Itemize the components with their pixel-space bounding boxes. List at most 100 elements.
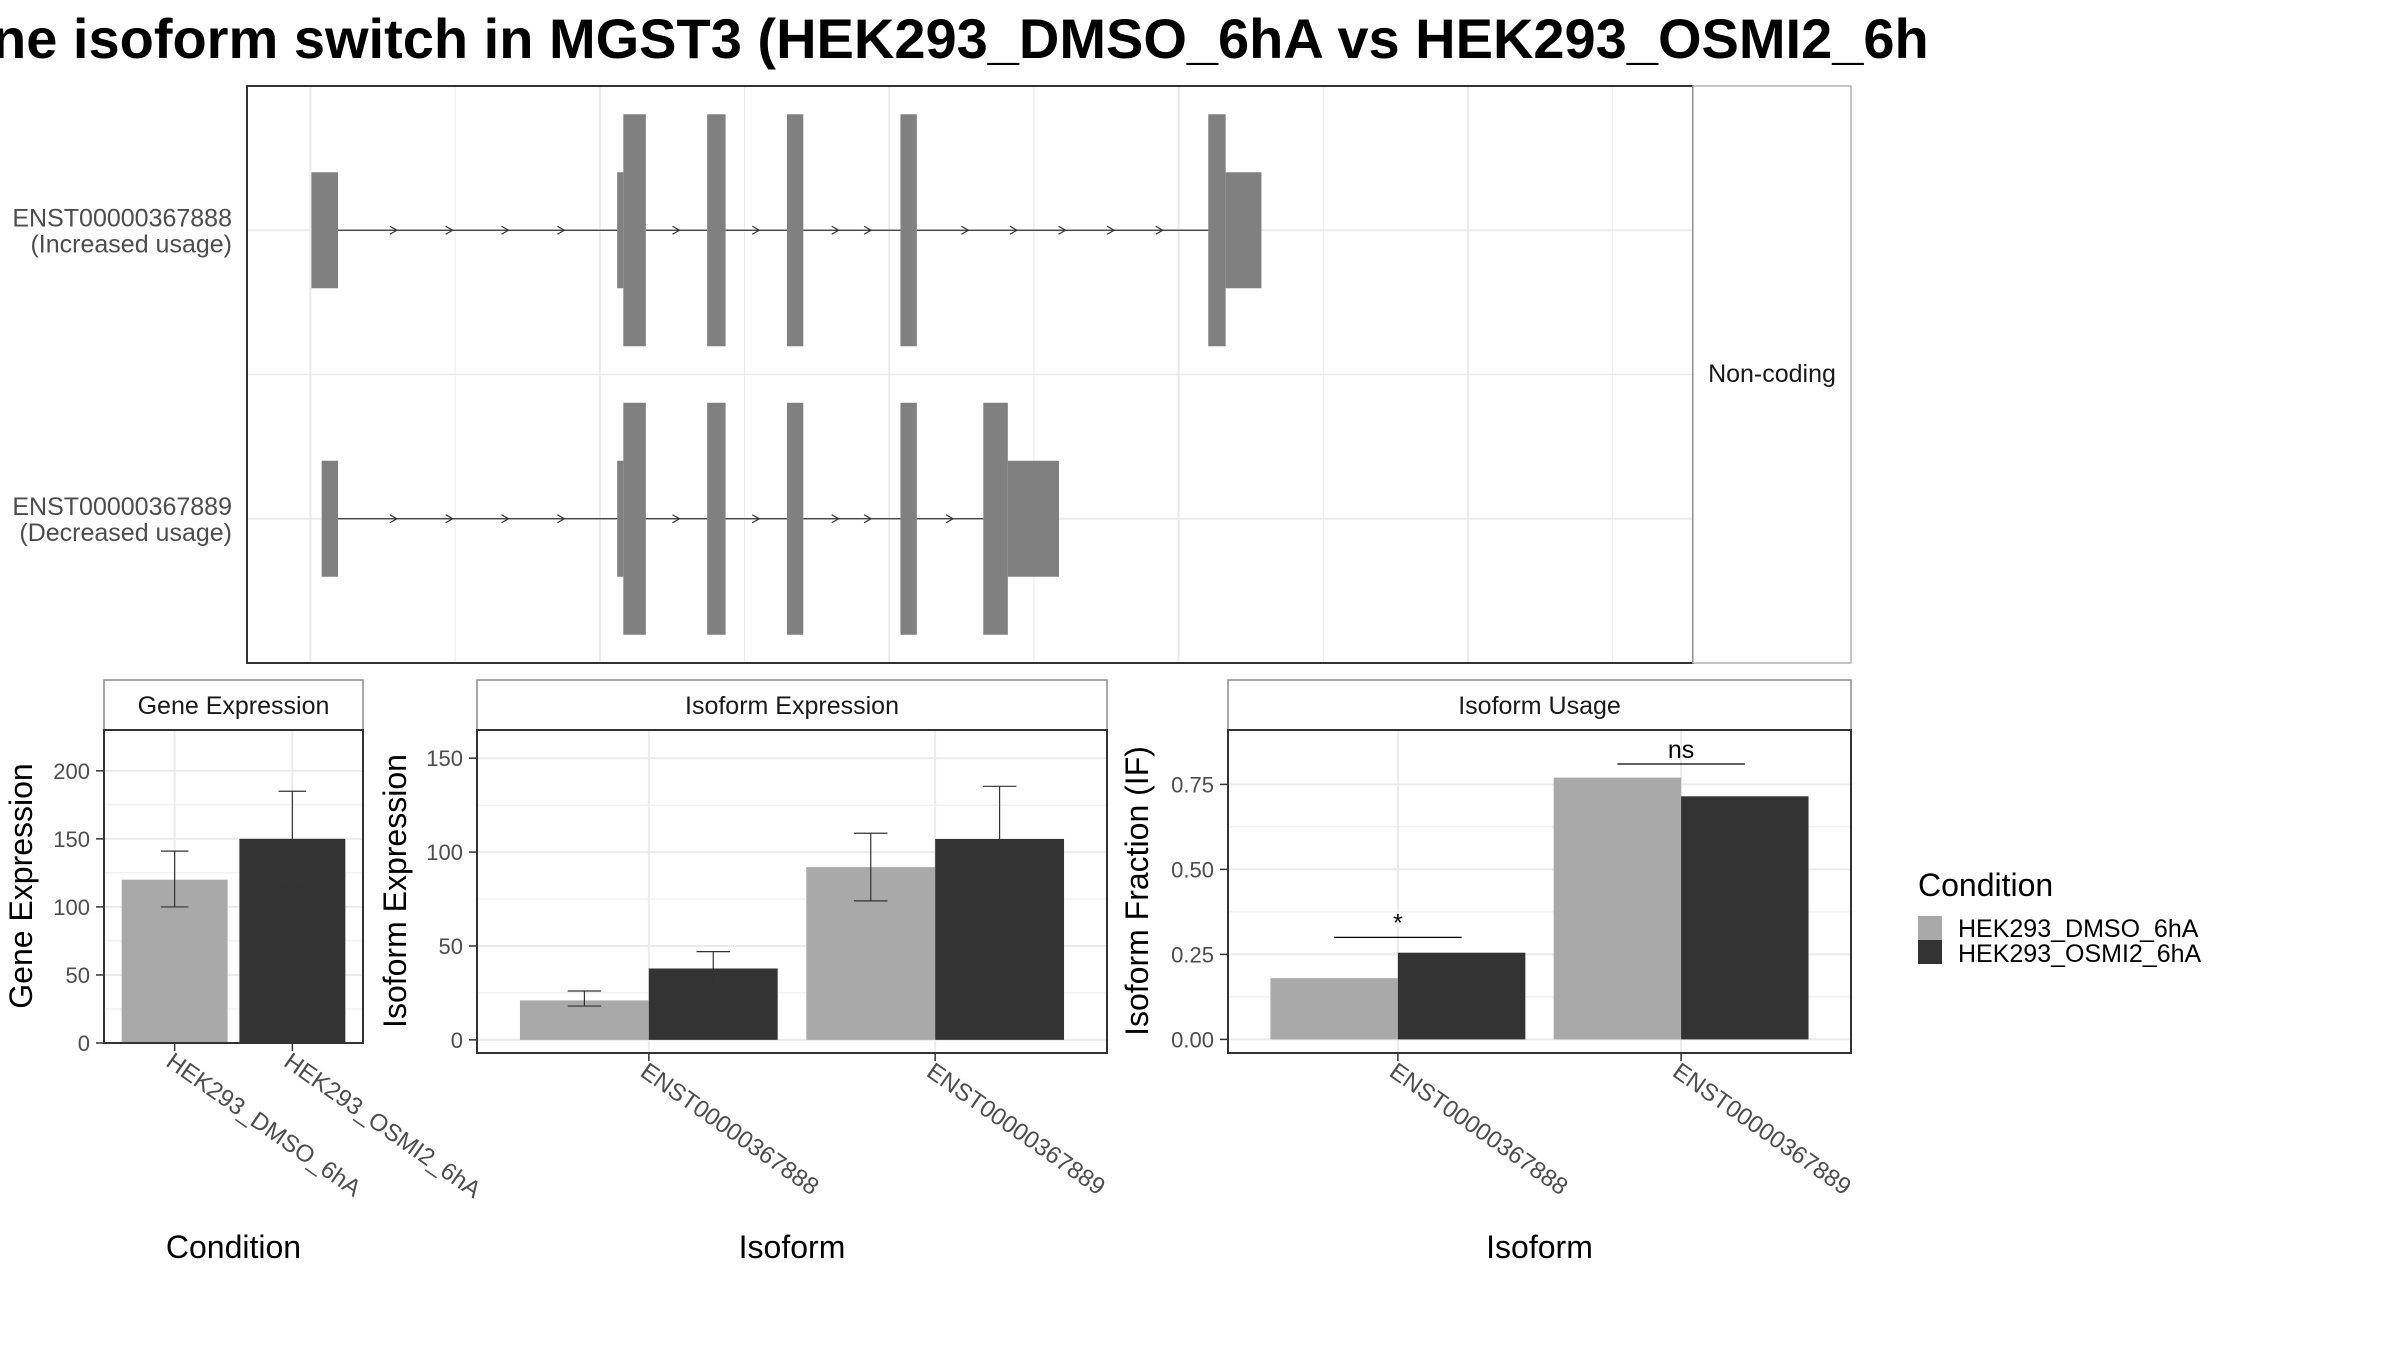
isoform-expression-panel: Isoform Expression 0 50 100 150 ENST0000036… [377, 679, 1110, 1265]
transcript-label: ENST00000367889 [12, 493, 232, 521]
y-tick-label: 0.75 [1171, 772, 1214, 797]
isoform-usage-strip-title: Isoform Usage [1458, 692, 1621, 720]
isoform-usage-x-ticks: ENST00000367888 ENST00000367889 [1384, 1053, 1856, 1201]
y-tick-label: 50 [66, 963, 90, 988]
intron-direction-arrow [1155, 225, 1164, 235]
isoform-expression-y-ticks: 0 50 100 150 [426, 746, 477, 1053]
significance-label: ns [1668, 736, 1694, 764]
legend-label-osmi2: HEK293_OSMI2_6hA [1958, 940, 2202, 968]
isoform-expression-x-ticks: ENST00000367888 ENST00000367889 [635, 1053, 1110, 1201]
coding-exon [983, 402, 1008, 635]
legend-key-dmso [1918, 916, 1942, 940]
coding-exon [786, 114, 804, 347]
coding-exon [707, 114, 726, 347]
intron-direction-arrow [672, 225, 681, 235]
intron-direction-arrow [445, 225, 454, 235]
isoform-usage-bars [1270, 777, 1809, 1040]
gene-expression-plot-border [103, 729, 364, 1044]
transcript-label: ENST00000367888 [12, 204, 232, 232]
x-tick-label: ENST00000367889 [922, 1058, 1110, 1201]
significance-annotations: * ns [1334, 736, 1745, 939]
y-tick-label: 0.50 [1171, 857, 1214, 882]
intron-direction-arrow [961, 225, 970, 235]
isoform-expression-strip-title: Isoform Expression [685, 692, 899, 720]
y-tick-label: 100 [53, 895, 90, 920]
isoform-expression-strip [476, 679, 1108, 731]
transcript-rows [247, 114, 1693, 635]
isoform-usage-y-ticks: 0.00 0.25 0.50 0.75 [1171, 772, 1228, 1052]
legend: Condition HEK293_DMSO_6hA HEK293_OSMI2_6… [1918, 867, 2202, 968]
gene-expression-panel: Gene Expression 0 50 100 150 200 HEK293_DMSO… [3, 679, 486, 1265]
intron-direction-arrow [863, 225, 873, 235]
intron-direction-arrow [831, 514, 840, 524]
isoform-usage-panel: Isoform Usage * ns 0.00 0.25 0.50 0.75 ENST0… [1119, 679, 1856, 1265]
transcript-usage-label: (Decreased usage) [19, 519, 232, 547]
coding-exon [786, 402, 804, 635]
intron-direction-arrow [557, 225, 566, 235]
x-tick-label: HEK293_OSMI2_6hA [279, 1048, 486, 1204]
transcript-labels: ENST00000367888(Increased usage) ENST0000… [12, 204, 232, 547]
intron-direction-arrow [445, 514, 454, 524]
y-tick-label: 150 [53, 827, 90, 852]
coding-exon [900, 114, 917, 347]
intron-direction-arrow [945, 514, 955, 524]
transcript-row-ENST00000367889 [247, 402, 1693, 635]
transcript-row-ENST00000367888 [247, 114, 1693, 347]
bar-ENST00000367889-HEK293_OSMI2_6hA [1681, 796, 1809, 1040]
utr-exon [1007, 460, 1059, 577]
isoform-usage-plot-border [1227, 729, 1852, 1054]
intron-direction-arrow [672, 514, 681, 524]
y-tick-label: 50 [439, 934, 463, 959]
isoform-usage-x-axis-title: Isoform [1486, 1229, 1593, 1265]
utr-exon [321, 460, 339, 577]
intron-direction-arrow [1106, 225, 1116, 235]
intron-direction-arrow [389, 225, 399, 235]
gene-expression-error-bars [160, 790, 307, 908]
intron-direction-arrow [501, 225, 510, 235]
coding-exon [1208, 114, 1226, 347]
utr-exon [617, 460, 624, 577]
gene-expression-strip [103, 679, 364, 731]
structure-grid [247, 86, 1759, 663]
x-tick-label: ENST00000367888 [1384, 1058, 1572, 1201]
utr-exon [617, 172, 624, 289]
isoform-expression-y-axis-title: Isoform Expression [377, 754, 413, 1028]
intron-direction-arrow [831, 225, 840, 235]
x-tick-label: ENST00000367889 [1668, 1058, 1856, 1201]
x-tick-label: ENST00000367888 [635, 1058, 823, 1201]
structure-panel: Non-coding ENST00000367888(Increased usa… [12, 85, 1852, 664]
bar-ENST00000367888-HEK293_DMSO_6hA [519, 1000, 649, 1040]
y-tick-label: 0 [451, 1028, 463, 1053]
gene-expression-strip-title: Gene Expression [138, 692, 330, 720]
coding-exon [623, 402, 646, 635]
noncoding-strip-label: Non-coding [1708, 360, 1836, 388]
coding-exon [707, 402, 726, 635]
intron-direction-arrow [751, 225, 761, 235]
legend-key-osmi2 [1918, 940, 1942, 964]
bar-ENST00000367888-HEK293_DMSO_6hA [1270, 978, 1398, 1040]
noncoding-strip [1692, 85, 1852, 664]
isoform-expression-plot-border [476, 729, 1108, 1054]
y-tick-label: 150 [426, 746, 463, 771]
coding-exon [900, 402, 917, 635]
isoform-expression-error-bars [567, 785, 1017, 1007]
bar-ENST00000367888-HEK293_OSMI2_6hA [1397, 952, 1526, 1040]
intron-direction-arrow [389, 514, 399, 524]
bar-ENST00000367889-HEK293_DMSO_6hA [1553, 777, 1682, 1040]
intron-direction-arrow [557, 514, 566, 524]
isoform-usage-y-axis-title: Isoform Fraction (IF) [1119, 746, 1155, 1036]
legend-label-dmso: HEK293_DMSO_6hA [1958, 915, 2199, 943]
y-tick-label: 100 [426, 840, 463, 865]
utr-exon [311, 172, 339, 289]
y-tick-label: 0.25 [1171, 942, 1214, 967]
intron-direction-arrow [1058, 225, 1067, 235]
isoform-expression-bars [519, 838, 1065, 1040]
gene-expression-x-axis-title: Condition [166, 1229, 301, 1265]
y-tick-label: 0.00 [1171, 1027, 1214, 1052]
intron-direction-arrow [1009, 225, 1019, 235]
transcript-usage-label: (Increased usage) [30, 230, 232, 258]
legend-title: Condition [1918, 867, 2053, 903]
x-tick-label: HEK293_DMSO_6hA [161, 1048, 366, 1202]
